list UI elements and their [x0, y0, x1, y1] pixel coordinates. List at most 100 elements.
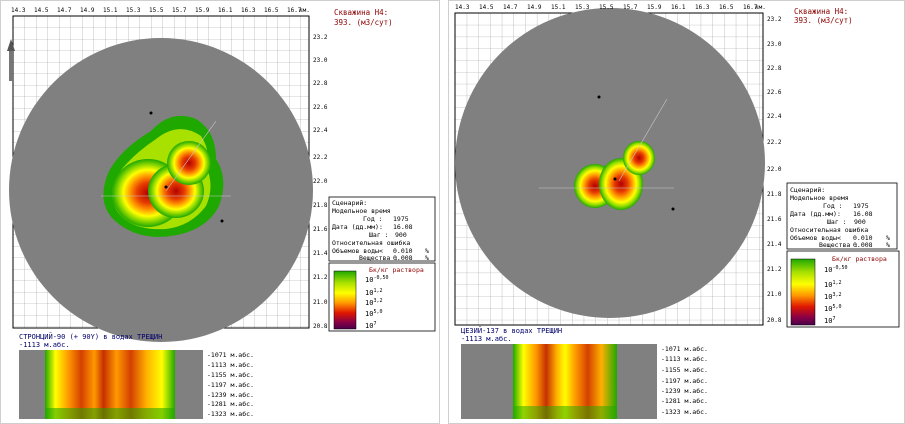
depth-section [19, 350, 203, 419]
x-tick: 14.9 [80, 7, 95, 14]
depth-label: -1113 м.абс. [661, 355, 708, 363]
substance-unit: % [886, 241, 890, 249]
well-marker [597, 95, 601, 99]
water-value: 0.010 [393, 247, 413, 255]
water-label: Объемов воды< [790, 234, 841, 242]
y-tick: 21.2 [767, 266, 782, 273]
step-value: 900 [395, 231, 407, 239]
legend-item-exp: 3,2 [373, 298, 382, 304]
x-tick: 15.7 [623, 4, 638, 11]
legend-item-exp: 5,0 [373, 309, 382, 315]
step-label: Шаг : [369, 231, 389, 239]
x-unit: км. [755, 4, 766, 11]
scenario-box: Сценарий: Модельное время Год : 1975 Дат… [786, 182, 898, 250]
svg-text:105,0: 105,0 [824, 304, 841, 313]
well-rate: 393. (м3/сут) [794, 16, 853, 25]
y-tick: 23.0 [313, 57, 328, 64]
x-tick: 15.1 [103, 7, 118, 14]
y-tick: 21.0 [313, 299, 328, 306]
y-tick: 20.8 [313, 323, 328, 330]
x-tick: 15.7 [172, 7, 187, 14]
well-title: Скважина Н4: [794, 7, 848, 16]
depth-label: -1197 м.абс. [661, 377, 708, 385]
svg-text:107: 107 [824, 316, 835, 325]
y-tick: 23.2 [313, 34, 328, 41]
x-tick: 15.9 [647, 4, 662, 11]
legend-item-base: 10 [824, 305, 832, 313]
legend-item-base: 10 [824, 293, 832, 301]
well-marker [220, 219, 224, 223]
substance-caption: СТРОНЦИЙ-90 (+ 90Y) в водах ТРЕЩИН [19, 332, 162, 341]
y-tick: 21.6 [313, 226, 328, 233]
depth-label: -1071 м.абс. [207, 351, 254, 359]
rel-error-label: Относительная ошибка [790, 226, 868, 234]
north-arrow-icon [7, 39, 15, 81]
x-tick: 15.3 [126, 7, 141, 14]
scenario-box: Сценарий: Модельное время Год : 1975 Дат… [328, 196, 436, 262]
left-panel: 14.3 14.5 14.7 14.9 15.1 15.3 15.5 15.7 … [0, 0, 440, 424]
well-rate: 393. (м3/сут) [334, 18, 393, 27]
date-value: 16.08 [393, 223, 413, 231]
y-tick: 21.4 [313, 250, 328, 257]
legend-item-exp: 1,2 [373, 288, 382, 294]
y-tick: 21.8 [313, 202, 328, 209]
x-tick: 16.7 [287, 7, 302, 14]
date-label: Дата (дд.мм): [332, 223, 383, 231]
x-tick: 16.1 [671, 4, 686, 11]
depth-label: -1281 м.абс. [661, 397, 708, 405]
right-panel-canvas: 14.3 14.5 14.7 14.9 15.1 15.3 15.5 15.7 … [454, 4, 900, 419]
legend-title: Бк/кг раствора [369, 266, 424, 274]
y-tick: 21.4 [767, 241, 782, 248]
scenario-heading: Сценарий: [790, 186, 825, 194]
depth-section [461, 344, 657, 419]
y-tick: 22.4 [313, 127, 328, 134]
depth-label: -1239 м.абс. [661, 387, 708, 395]
y-tick: 23.2 [767, 16, 782, 23]
legend-item-exp: 7 [832, 316, 835, 322]
legend-item-exp: 5,0 [832, 304, 841, 310]
svg-text:101,2: 101,2 [824, 280, 841, 289]
x-tick: 16.5 [719, 4, 734, 11]
y-tick: 22.6 [313, 104, 328, 111]
x-tick: 14.5 [34, 7, 49, 14]
x-tick: 14.3 [11, 7, 26, 14]
x-tick: 15.9 [195, 7, 210, 14]
depth-label: -1323 м.абс. [207, 410, 254, 418]
legend-item-base: 10 [365, 322, 373, 330]
y-tick: 20.8 [767, 317, 782, 324]
svg-text:10-0,50: 10-0,50 [365, 275, 389, 284]
svg-text:107: 107 [365, 321, 376, 330]
depth-label: -1281 м.абс. [207, 400, 254, 408]
x-tick: 16.7 [743, 4, 758, 11]
water-unit: % [425, 247, 429, 255]
rel-error-label: Относительная ошибка [332, 239, 410, 247]
well-title: Скважина Н4: [334, 8, 388, 17]
x-tick: 15.1 [551, 4, 566, 11]
legend-colorbar [333, 270, 357, 330]
y-tick: 21.8 [767, 191, 782, 198]
y-tick: 21.2 [313, 274, 328, 281]
x-tick: 16.3 [241, 7, 256, 14]
legend-item-base: 10 [365, 276, 373, 284]
depth-label: -1323 м.абс. [661, 408, 708, 416]
step-value: 900 [854, 218, 866, 226]
y-tick: 22.0 [313, 178, 328, 185]
well-marker [164, 185, 168, 189]
well-marker [613, 177, 617, 181]
scenario-heading: Сценарий: [332, 199, 367, 207]
depth-label: -1155 м.абс. [207, 371, 254, 379]
legend-title: Бк/кг раствора [832, 255, 887, 263]
x-tick: 14.3 [455, 4, 470, 11]
x-unit: км. [299, 7, 310, 14]
depth-label: -1071 м.абс. [661, 345, 708, 353]
color-legend: Бк/кг раствора 10-0,50 101,2 103,2 105,0… [786, 250, 900, 328]
svg-text:10-0,50: 10-0,50 [824, 265, 848, 274]
y-tick: 22.2 [313, 154, 328, 161]
right-panel: 14.3 14.5 14.7 14.9 15.1 15.3 15.5 15.7 … [448, 0, 905, 424]
model-time-label: Модельное время [332, 207, 391, 215]
step-label: Шаг : [827, 218, 847, 226]
svg-text:103,2: 103,2 [824, 292, 841, 301]
substance-caption: ЦЕЗИЙ-137 в водах ТРЕЩИН [461, 326, 562, 335]
legend-item-exp: 1,2 [832, 280, 841, 286]
x-tick: 15.5 [149, 7, 164, 14]
